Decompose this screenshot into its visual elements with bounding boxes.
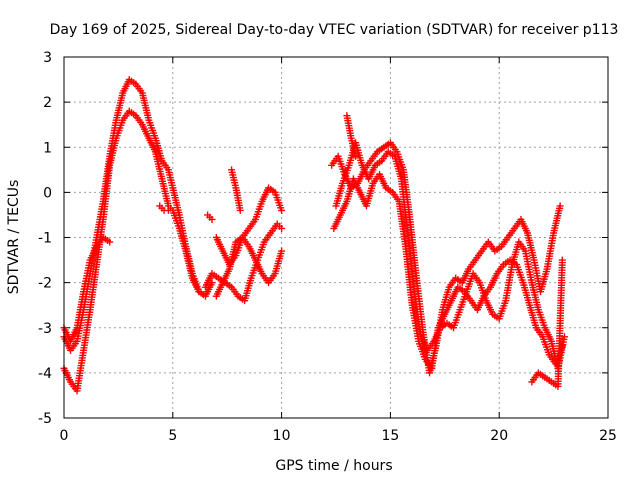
data-points xyxy=(60,76,568,395)
data-point xyxy=(278,206,286,214)
data-point xyxy=(278,224,286,232)
data-point xyxy=(195,288,203,296)
x-tick-label: 15 xyxy=(381,428,399,444)
y-tick-label: 2 xyxy=(43,95,52,111)
data-point xyxy=(208,215,216,223)
x-tick-label: 10 xyxy=(273,428,291,444)
series-track-10 xyxy=(328,139,564,377)
series-track-6 xyxy=(212,234,286,300)
chart-title: Day 169 of 2025, Sidereal Day-to-day VTE… xyxy=(50,22,619,38)
data-point xyxy=(556,202,564,210)
x-tick-label: 0 xyxy=(60,428,69,444)
y-tick-label: -1 xyxy=(38,231,52,247)
data-point xyxy=(278,247,286,255)
x-tick-label: 20 xyxy=(490,428,508,444)
grid xyxy=(64,57,608,418)
series-track-13 xyxy=(343,112,360,160)
y-tick-label: -2 xyxy=(38,276,52,292)
y-tick-label: 0 xyxy=(43,185,52,201)
y-tick-label: 3 xyxy=(43,50,52,66)
series-track-12 xyxy=(332,139,568,372)
series-track-9 xyxy=(204,211,216,223)
data-point xyxy=(106,238,114,246)
series-track-7 xyxy=(228,166,244,214)
y-tick-label: -5 xyxy=(38,411,52,427)
data-point xyxy=(560,333,568,341)
series-track-8 xyxy=(156,202,172,214)
y-tick-label: -3 xyxy=(38,321,52,337)
series-track-14 xyxy=(528,256,566,390)
data-point xyxy=(558,256,566,264)
x-tick-label: 5 xyxy=(168,428,177,444)
y-axis-label: SDTVAR / TECUs xyxy=(6,180,22,295)
series-track-11 xyxy=(330,170,566,372)
data-point xyxy=(236,206,244,214)
x-axis-label: GPS time / hours xyxy=(275,458,392,474)
series-track-4 xyxy=(212,184,286,269)
y-tick-label: -4 xyxy=(38,366,52,382)
data-point xyxy=(352,152,360,160)
plot-frame xyxy=(63,56,609,419)
y-tick-label: 1 xyxy=(43,140,52,156)
x-tick-label: 25 xyxy=(599,428,617,444)
series-track-3 xyxy=(60,234,114,345)
data-point xyxy=(164,206,172,214)
axis-ticks: 0 5 10 15 20 25 -5 -4 -3 -2 -1 0 1 2 3 xyxy=(38,50,617,444)
